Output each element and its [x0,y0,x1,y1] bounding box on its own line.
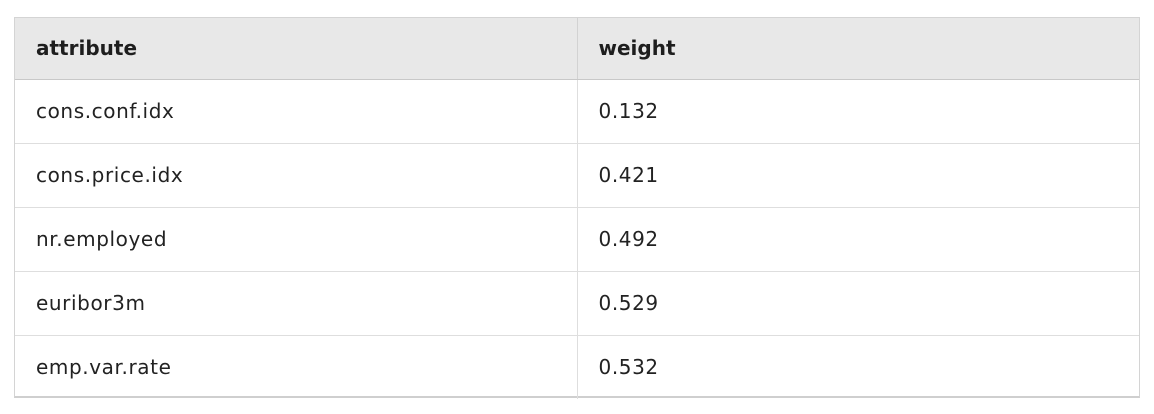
table-row: cons.conf.idx 0.132 [15,79,1139,143]
attribute-cell: cons.price.idx [15,142,577,207]
table-body: cons.conf.idx 0.132 cons.price.idx 0.421… [15,79,1139,399]
weight-cell: 0.532 [576,334,1139,399]
attribute-weight-table: attribute weight cons.conf.idx 0.132 con… [15,18,1139,399]
attribute-cell: emp.var.rate [15,334,577,399]
table-row: cons.price.idx 0.421 [15,142,1139,207]
column-header-attribute: attribute [15,18,577,80]
column-header-weight: weight [576,18,1139,80]
attribute-cell: cons.conf.idx [36,99,175,123]
table-row: nr.employed 0.492 [15,206,1139,271]
attribute-weight-table-container: attribute weight cons.conf.idx 0.132 con… [14,17,1140,399]
table-header: attribute weight [15,18,1139,80]
table-row: emp.var.rate 0.532 [15,334,1139,399]
table-row: euribor3m 0.529 [15,270,1139,335]
weight-cell: 0.492 [576,206,1139,271]
weight-cell: 0.421 [576,142,1139,207]
weight-cell: 0.529 [576,270,1139,335]
weight-cell: 0.132 [576,79,1139,143]
attribute-cell: nr.employed [15,206,577,271]
attribute-cell: euribor3m [15,270,577,335]
header-row: attribute weight [15,18,1139,80]
